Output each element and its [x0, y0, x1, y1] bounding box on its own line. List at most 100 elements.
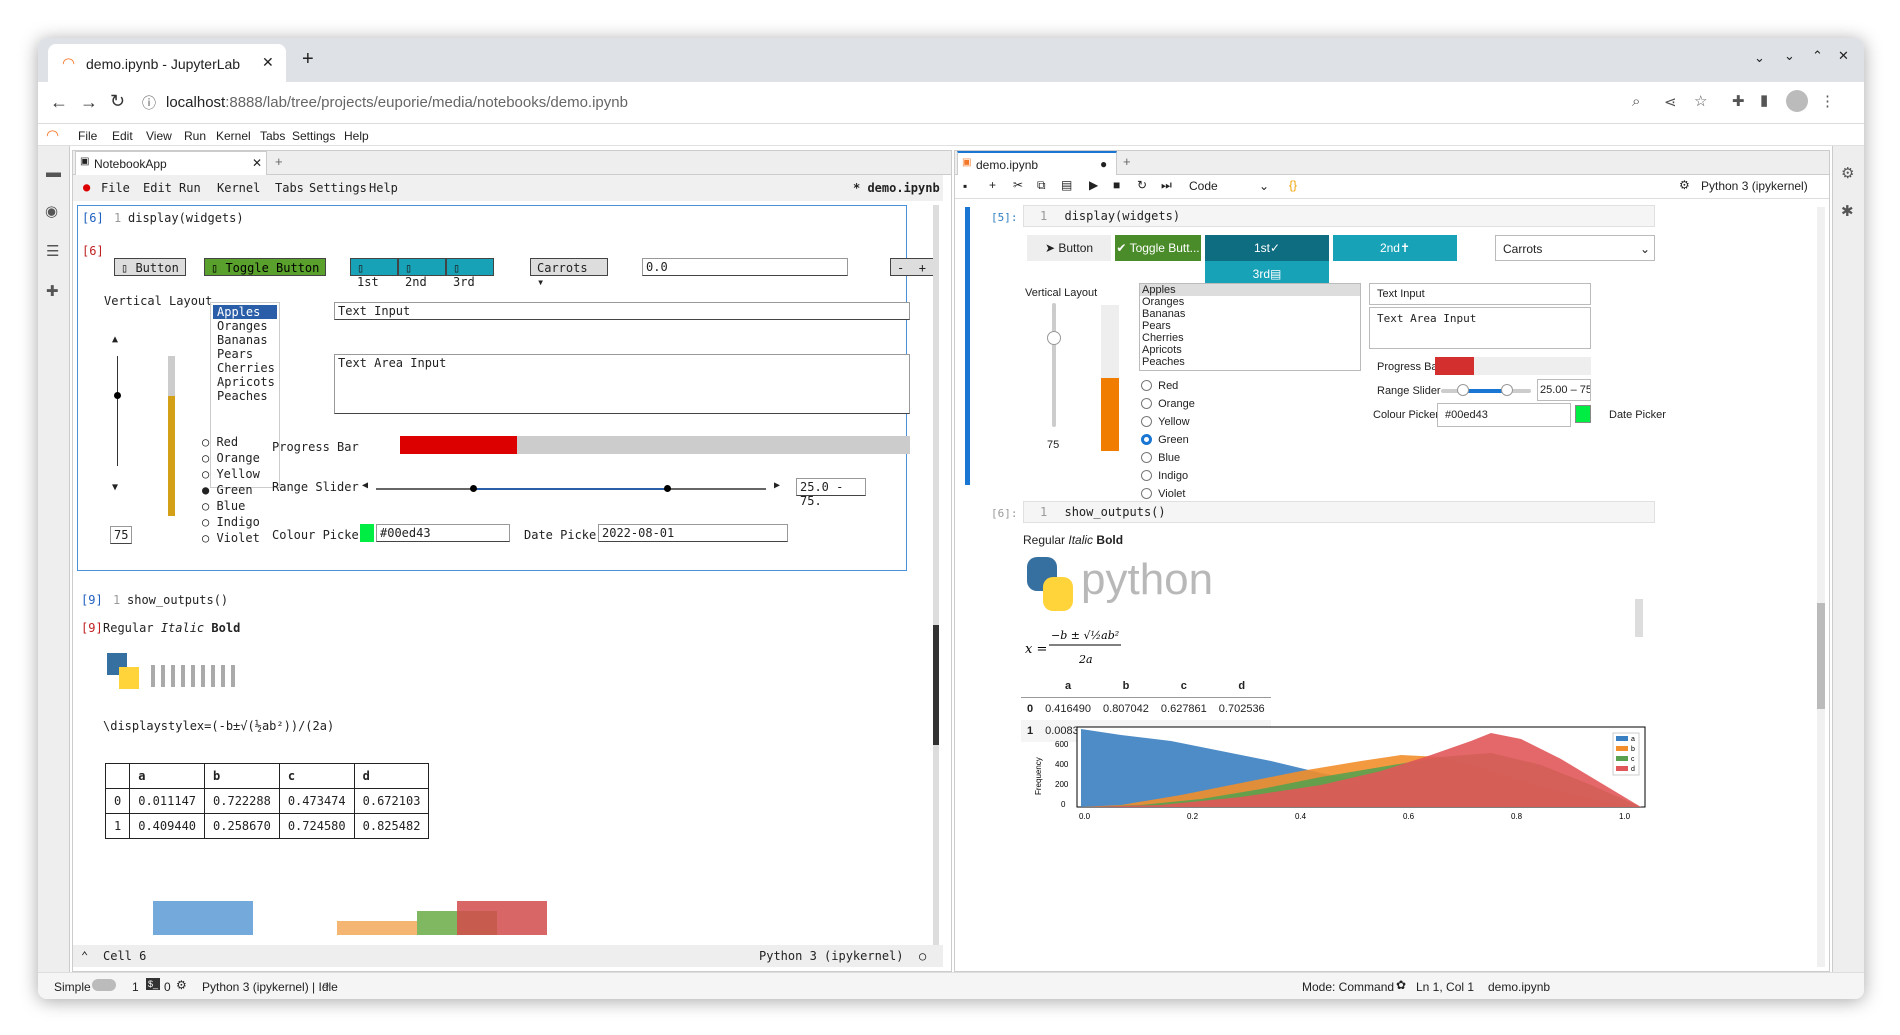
radio-green[interactable]: Green — [1141, 431, 1195, 449]
debugger-icon[interactable]: ✱ — [1841, 203, 1854, 220]
fruit-option[interactable]: Apples — [1140, 284, 1360, 296]
radio-red[interactable]: Red — [1141, 377, 1195, 395]
vertical-slider-handle[interactable] — [114, 392, 121, 399]
share-icon[interactable]: ⋖ — [1664, 94, 1677, 111]
kernel-status[interactable]: Python 3 (ipykernel) | Idle — [202, 980, 338, 994]
cut-icon[interactable]: ✂ — [1013, 178, 1024, 192]
menu-help[interactable]: Help — [344, 129, 369, 143]
site-info-icon[interactable]: ⓘ — [142, 95, 156, 111]
fruit-option[interactable]: Pears — [1142, 320, 1171, 332]
range-left-icon[interactable]: ◀ — [362, 480, 369, 491]
term-menu-edit[interactable]: Edit — [143, 181, 172, 195]
fruit-option[interactable]: Bananas — [1142, 308, 1186, 320]
extensions-icon[interactable]: ✚ — [1732, 93, 1745, 110]
cell-type-select[interactable]: Code ⌄ — [1189, 179, 1270, 193]
zoom-icon[interactable]: ⌕ — [1632, 93, 1641, 110]
menu-settings[interactable]: Settings — [292, 129, 336, 143]
kernel-settings-icon[interactable]: ⚙ — [1679, 178, 1690, 192]
terminal-count[interactable]: 1 — [132, 980, 139, 994]
range-handle-low[interactable] — [470, 485, 477, 492]
stop-icon[interactable]: ■ — [1113, 178, 1121, 192]
button-widget[interactable]: ➤ Button — [1027, 235, 1111, 261]
simple-mode-toggle[interactable] — [92, 979, 116, 991]
radio-blue[interactable]: ○ Blue — [202, 499, 246, 513]
fruit-option[interactable]: Apricots — [1142, 344, 1182, 356]
url-text[interactable]: localhost:8888/lab/tree/projects/euporie… — [166, 94, 628, 111]
range-track[interactable] — [1441, 389, 1531, 393]
colour-value[interactable]: #00ed43 — [1437, 403, 1571, 427]
range-handle-low[interactable] — [1457, 384, 1469, 396]
code-editor-1[interactable]: 1 display(widgets) — [1023, 205, 1655, 227]
maximize-icon[interactable]: ⌃ — [1812, 48, 1823, 63]
vertical-slider-value[interactable]: 75 — [110, 526, 132, 544]
stepper-minus[interactable]: - — [897, 261, 905, 275]
folder-icon[interactable]: ▬ — [46, 164, 61, 181]
radio-green[interactable]: ● Green — [202, 483, 253, 497]
menu-kernel[interactable]: Kernel — [216, 129, 251, 143]
bookmark-icon[interactable]: ☆ — [1694, 93, 1708, 110]
radio-blue[interactable]: Blue — [1141, 449, 1195, 467]
term-menu-tabs[interactable]: Tabs — [275, 181, 304, 195]
range-handle-high[interactable] — [664, 485, 671, 492]
minimize-icon[interactable]: ⌄ — [1784, 48, 1795, 63]
colour-value[interactable]: #00ed43 — [376, 524, 510, 542]
toggle-3rd[interactable]: 3rd▤ — [1205, 261, 1329, 287]
term-menu-help[interactable]: Help — [369, 181, 398, 195]
colour-swatch[interactable] — [1575, 405, 1591, 423]
radio-violet[interactable]: Violet — [1141, 485, 1195, 503]
text-input[interactable]: Text Input — [1369, 283, 1591, 305]
stepper[interactable]: - + — [890, 258, 936, 276]
menu-file[interactable]: File — [78, 129, 98, 143]
slider-up-icon[interactable]: ▲ — [112, 334, 119, 345]
kernel-name[interactable]: Python 3 (ipykernel) — [1701, 179, 1808, 193]
unsaved-dot-icon[interactable]: ● — [1100, 157, 1108, 171]
range-value[interactable]: 25.00 – 75.0( — [1537, 379, 1591, 401]
fruit-option[interactable]: Bananas — [217, 333, 268, 347]
range-value[interactable]: 25.0 - 75. — [796, 478, 866, 508]
fruit-option[interactable]: Cherries — [1142, 332, 1184, 344]
textarea-input[interactable]: Text Area Input — [334, 354, 910, 414]
toggle-1st[interactable]: 1st✓ — [1205, 235, 1329, 261]
reload-icon[interactable]: ↻ — [110, 91, 126, 111]
fruit-select[interactable]: Apples Oranges Bananas Pears Cherries Ap… — [1139, 283, 1361, 371]
dropdown-widget[interactable]: Carrots ⌄ — [1495, 235, 1655, 261]
fruit-option[interactable]: Apricots — [217, 375, 275, 389]
menu-run[interactable]: Run — [184, 129, 207, 143]
forward-icon[interactable]: → — [80, 92, 98, 112]
fruit-option[interactable]: Peaches — [1142, 356, 1185, 368]
run-all-icon[interactable]: ⏭ — [1161, 178, 1172, 192]
fruit-select[interactable]: Apples Oranges Bananas Pears Cherries Ap… — [210, 302, 280, 488]
running-icon[interactable]: ◉ — [45, 203, 59, 220]
menu-edit[interactable]: Edit — [112, 129, 133, 143]
save-icon[interactable]: ▪ — [963, 179, 968, 193]
tab-search-icon[interactable]: ⌄ — [1754, 50, 1765, 65]
close-tab-icon[interactable]: ✕ — [252, 156, 263, 170]
toggle-1st[interactable]: ▯ 1st — [350, 258, 398, 289]
radio-violet[interactable]: ○ Violet — [202, 531, 260, 545]
sidepanel-icon[interactable]: ▮ — [1760, 92, 1769, 109]
restart-icon[interactable]: ↻ — [1137, 178, 1148, 192]
output-scrollbar[interactable] — [1635, 599, 1643, 637]
cell-code[interactable]: show_outputs() — [127, 593, 229, 607]
profile-avatar[interactable] — [1786, 90, 1808, 112]
vertical-slider-track[interactable] — [1052, 303, 1056, 427]
number-input[interactable]: 0.0 — [642, 258, 848, 276]
kernel-count[interactable]: 0 — [164, 980, 171, 994]
tab-notebookapp[interactable]: ▣ NotebookApp ✕ — [75, 151, 267, 175]
term-menu-settings[interactable]: Settings — [309, 181, 367, 195]
radio-indigo[interactable]: Indigo — [1141, 467, 1195, 485]
radio-red[interactable]: ○ Red — [202, 435, 239, 449]
browser-tab[interactable]: ◠ demo.ipynb - JupyterLab ✕ — [48, 44, 286, 82]
radio-orange[interactable]: Orange — [1141, 395, 1195, 413]
radio-yellow[interactable]: Yellow — [1141, 413, 1195, 431]
insert-cell-icon[interactable]: + — [989, 178, 997, 192]
back-icon[interactable]: ← — [50, 92, 68, 112]
toggle-button-widget[interactable]: ✔ Toggle Butt... — [1115, 235, 1201, 261]
code-editor-2[interactable]: 1 show_outputs() — [1023, 501, 1655, 523]
git-icon[interactable]: {} — [1289, 178, 1298, 192]
copy-icon[interactable]: ⧉ — [1037, 178, 1046, 192]
radio-indigo[interactable]: ○ Indigo — [202, 515, 260, 529]
cursor-position[interactable]: Ln 1, Col 1 — [1416, 980, 1475, 994]
cell-code[interactable]: display(widgets) — [128, 211, 244, 225]
menu-tabs[interactable]: Tabs — [260, 129, 286, 143]
